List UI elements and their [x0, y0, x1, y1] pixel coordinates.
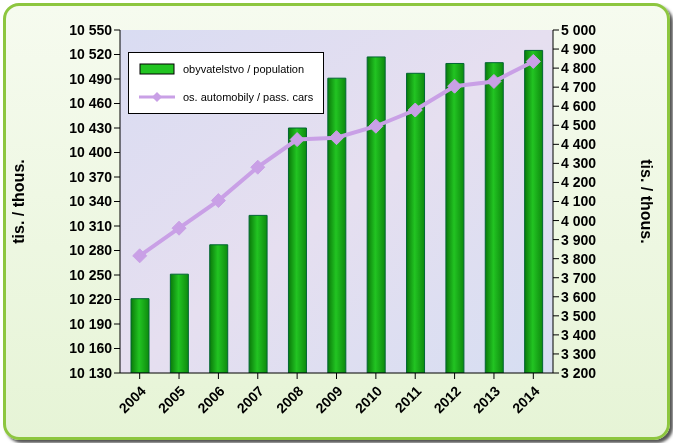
svg-text:4 500: 4 500 — [561, 117, 596, 133]
svg-text:10 370: 10 370 — [69, 169, 112, 185]
svg-text:2012: 2012 — [430, 383, 463, 416]
svg-text:2014: 2014 — [509, 383, 542, 416]
svg-text:10 130: 10 130 — [69, 365, 112, 381]
svg-text:10 160: 10 160 — [69, 340, 112, 356]
svg-text:4 800: 4 800 — [561, 60, 596, 76]
html-text:obyvatelstvo / population: obyvatelstvo / population — [183, 63, 305, 75]
svg-text:2010: 2010 — [352, 383, 385, 416]
svg-text:3 700: 3 700 — [561, 270, 596, 286]
svg-text:4 900: 4 900 — [561, 41, 596, 57]
svg-text:10 280: 10 280 — [69, 242, 112, 258]
svg-text:10 520: 10 520 — [69, 46, 112, 62]
svg-text:10 460: 10 460 — [69, 95, 112, 111]
svg-text:4 600: 4 600 — [561, 98, 596, 114]
svg-text:3 900: 3 900 — [561, 232, 596, 248]
svg-text:10 490: 10 490 — [69, 71, 112, 87]
svg-text:2007: 2007 — [234, 383, 267, 416]
svg-text:10 340: 10 340 — [69, 193, 112, 209]
svg-text:4 400: 4 400 — [561, 136, 596, 152]
svg-text:4 100: 4 100 — [561, 193, 596, 209]
svg-text:3 800: 3 800 — [561, 251, 596, 267]
svg-text:10 400: 10 400 — [69, 144, 112, 160]
svg-text:10 190: 10 190 — [69, 316, 112, 332]
svg-text:3 400: 3 400 — [561, 327, 596, 343]
svg-text:5 000: 5 000 — [561, 22, 596, 38]
svg-text:10 310: 10 310 — [69, 218, 112, 234]
svg-text:2011: 2011 — [392, 383, 425, 416]
svg-text:2009: 2009 — [312, 383, 345, 416]
svg-text:2006: 2006 — [194, 383, 227, 416]
svg-text:3 200: 3 200 — [561, 365, 596, 381]
svg-text:2008: 2008 — [273, 383, 306, 416]
svg-text:tis. / thous.: tis. / thous. — [638, 159, 655, 243]
svg-text:2004: 2004 — [116, 383, 149, 416]
svg-text:10 220: 10 220 — [69, 291, 112, 307]
svg-text:3 600: 3 600 — [561, 289, 596, 305]
svg-text:10 430: 10 430 — [69, 120, 112, 136]
html-text:os. automobily / pass. cars: os. automobily / pass. cars — [183, 91, 314, 103]
svg-text:4 200: 4 200 — [561, 174, 596, 190]
svg-text:tis. / thous.: tis. / thous. — [10, 159, 27, 243]
svg-text:3 300: 3 300 — [561, 346, 596, 362]
svg-text:4 300: 4 300 — [561, 155, 596, 171]
svg-text:2013: 2013 — [470, 383, 503, 416]
svg-text:3 500: 3 500 — [561, 308, 596, 324]
svg-text:4 000: 4 000 — [561, 213, 596, 229]
svg-text:10 550: 10 550 — [69, 22, 112, 38]
svg-text:4 700: 4 700 — [561, 79, 596, 95]
svg-text:10 250: 10 250 — [69, 267, 112, 283]
svg-text:2005: 2005 — [155, 383, 188, 416]
